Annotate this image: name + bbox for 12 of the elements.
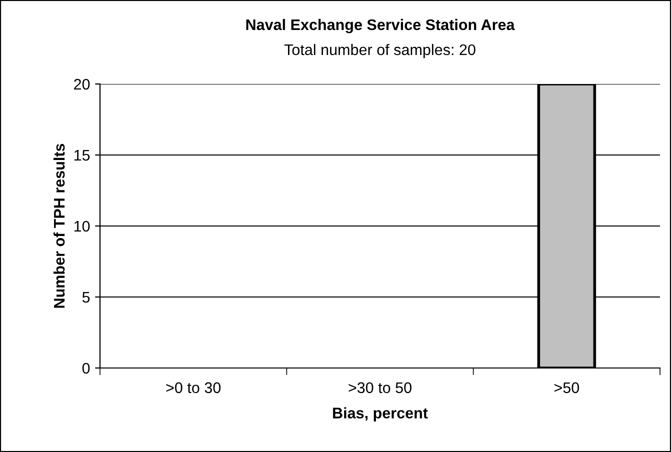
x-tick-label: >50 [554, 382, 580, 394]
x-tick-label: >30 to 50 [348, 382, 412, 394]
x-tick-label: >0 to 30 [166, 382, 221, 394]
x-axis-title: Bias, percent [333, 407, 428, 422]
y-tick-label: 20 [74, 78, 90, 90]
y-tick-label: 0 [82, 362, 90, 374]
y-axis-title: Number of TPH results [53, 144, 65, 308]
y-tick-label: 10 [74, 220, 90, 232]
y-tick-label: 5 [82, 292, 90, 303]
y-tick-label: 15 [74, 150, 90, 161]
chart-subtitle: Total number of samples: 20 [284, 44, 476, 58]
chart-title: Naval Exchange Service Station Area [246, 18, 515, 34]
